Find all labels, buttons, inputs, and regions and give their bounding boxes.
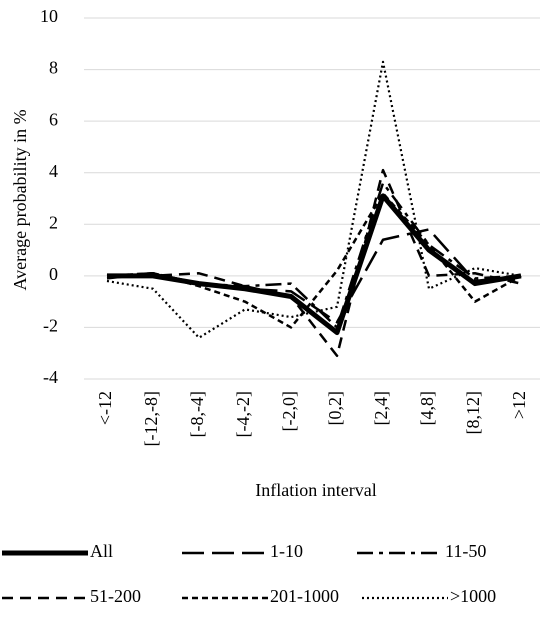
series-line (107, 168, 522, 358)
series-line (106, 181, 522, 329)
y-tick-label: -2 (43, 316, 58, 336)
y-tick-label: 6 (49, 109, 58, 129)
y-tick-label: 0 (49, 264, 58, 284)
x-tick-label: [4,8] (417, 391, 437, 426)
x-tick-label: [-12,-8] (141, 391, 161, 446)
legend-label: >1000 (450, 586, 496, 606)
y-tick-label: 2 (49, 212, 58, 232)
legend-label: 51-200 (90, 586, 141, 606)
x-tick-label: [-4,-2] (233, 391, 253, 437)
y-tick-label: 4 (49, 161, 58, 181)
y-axis-label: Average probability in % (10, 109, 30, 290)
x-tick-label: [8,12] (463, 391, 483, 435)
y-tick-label: 8 (49, 58, 58, 78)
legend-label: 201-1000 (270, 586, 339, 606)
x-tick-label: [-8,-4] (187, 391, 207, 437)
series-line (107, 193, 522, 336)
legend-label: 1-10 (270, 541, 303, 561)
y-tick-label: 10 (40, 6, 58, 26)
y-tick-label: -4 (43, 367, 58, 387)
x-tick-label: <-12 (95, 391, 115, 425)
x-tick-label: [0,2] (325, 391, 345, 426)
x-axis-label: Inflation interval (255, 480, 376, 500)
x-tick-label: >12 (509, 391, 529, 419)
legend-label: 11-50 (445, 541, 486, 561)
legend-label: All (90, 541, 113, 561)
series-line (106, 60, 522, 339)
series-line (106, 192, 522, 329)
x-tick-label: [-2,0] (279, 391, 299, 431)
x-tick-label: [2,4] (371, 391, 391, 426)
